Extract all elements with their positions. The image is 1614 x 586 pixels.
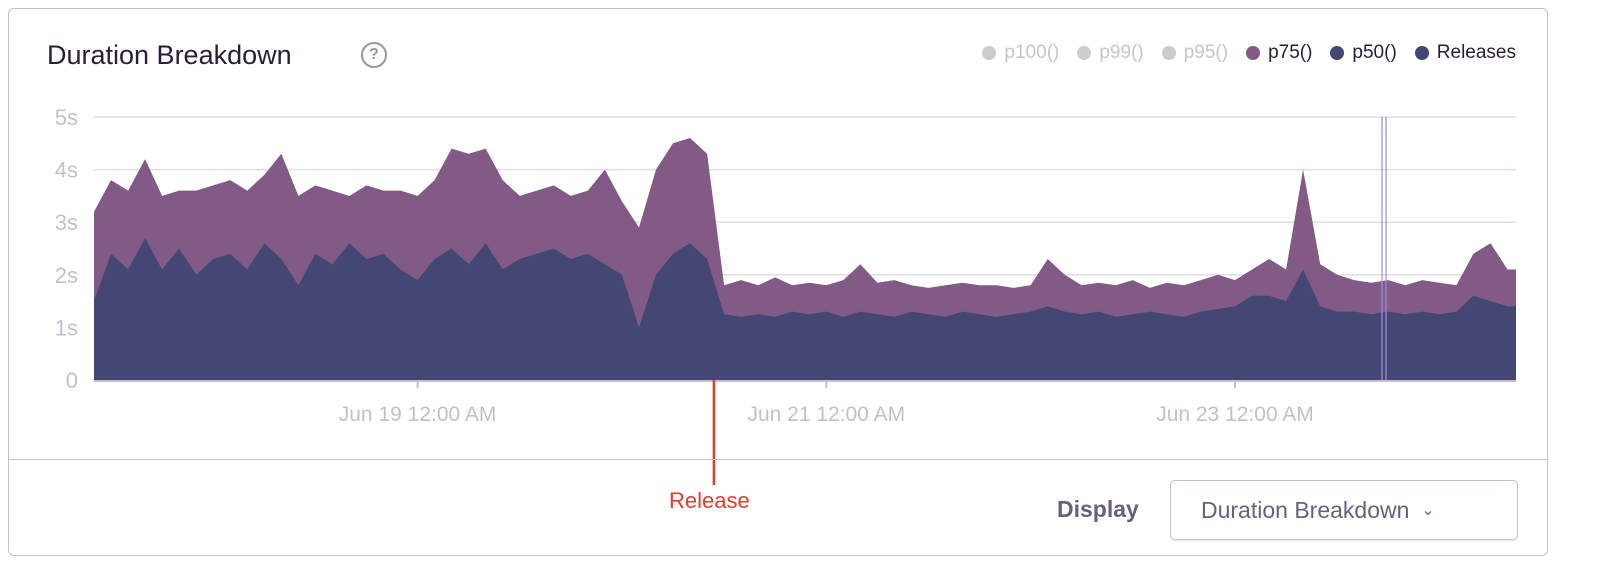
help-icon[interactable]: ? <box>361 42 387 68</box>
legend-item-releases[interactable]: Releases <box>1414 42 1516 64</box>
chevron-down-icon: ⌄ <box>1421 502 1435 519</box>
legend-dot-icon <box>1161 46 1176 60</box>
y-tick-label: 1s <box>55 315 78 340</box>
legend-item-p100[interactable]: p100() <box>982 42 1059 64</box>
legend: p100() p99() p95() p75() p50() Releases <box>982 42 1516 64</box>
x-tick-label: Jun 21 12:00 AM <box>747 403 905 426</box>
legend-dot-icon <box>1414 46 1429 60</box>
x-tick-label: Jun 23 12:00 AM <box>1156 403 1314 426</box>
legend-dot-icon <box>1077 46 1092 60</box>
y-tick-label: 4s <box>55 158 78 183</box>
legend-item-p95[interactable]: p95() <box>1161 42 1229 64</box>
display-dropdown-value: Duration Breakdown <box>1201 496 1410 523</box>
release-annotation-label: Release <box>669 488 750 513</box>
legend-dot-icon <box>1330 46 1345 60</box>
duration-breakdown-card <box>8 8 1548 556</box>
legend-label: p100() <box>1004 42 1060 63</box>
footer-divider <box>9 459 1548 460</box>
y-tick-label: 0 <box>66 368 78 393</box>
x-tick-label: Jun 19 12:00 AM <box>339 403 497 426</box>
legend-label: p99() <box>1099 42 1144 63</box>
legend-dot-icon <box>1246 46 1261 60</box>
legend-item-p50[interactable]: p50() <box>1330 42 1397 64</box>
display-dropdown[interactable]: Duration Breakdown ⌄ <box>1170 480 1518 540</box>
y-tick-label: 2s <box>55 263 78 288</box>
legend-item-p99[interactable]: p99() <box>1077 42 1144 64</box>
legend-label: Releases <box>1436 42 1516 63</box>
series-area-p50 <box>94 238 1516 380</box>
chart-title: Duration Breakdown <box>47 40 292 70</box>
legend-dot-icon <box>982 46 997 60</box>
legend-label: p95() <box>1183 42 1229 63</box>
display-label: Display <box>1057 496 1139 522</box>
y-tick-label: 5s <box>55 105 78 130</box>
legend-item-p75[interactable]: p75() <box>1246 42 1312 64</box>
y-tick-label: 3s <box>55 210 78 235</box>
legend-label: p75() <box>1268 42 1313 63</box>
legend-label: p50() <box>1352 42 1397 63</box>
